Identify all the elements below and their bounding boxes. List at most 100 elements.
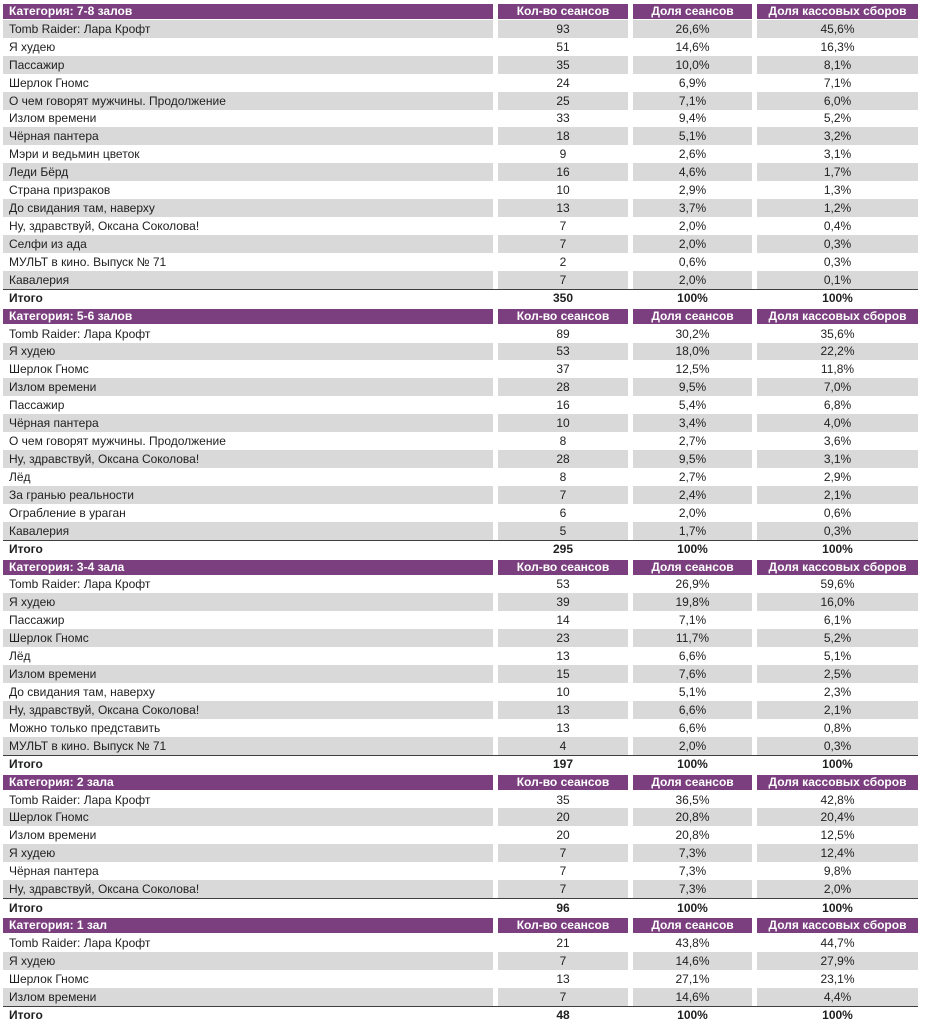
boxoffice-share: 100% bbox=[752, 1006, 918, 1024]
sessions-count: 13 bbox=[493, 969, 628, 988]
sessions-count: 197 bbox=[493, 755, 628, 773]
category-table: Категория: 7-8 залов Кол-во сеансов Доля… bbox=[3, 2, 918, 307]
sessions-share: 10,0% bbox=[628, 55, 752, 74]
table-header-row: Категория: 1 зал Кол-во сеансов Доля сеа… bbox=[3, 916, 918, 934]
sessions-count: 53 bbox=[493, 342, 628, 361]
column-header-boxoffice-share: Доля кассовых сборов bbox=[752, 918, 918, 933]
sessions-share: 3,7% bbox=[628, 199, 752, 218]
sessions-count: 6 bbox=[493, 503, 628, 522]
sessions-share: 27,1% bbox=[628, 969, 752, 988]
film-title: Излом времени bbox=[9, 667, 97, 682]
boxoffice-share: 2,0% bbox=[752, 880, 918, 899]
table-row: Леди Бёрд 16 4,6% 1,7% bbox=[3, 163, 918, 182]
table-header-row: Категория: 7-8 залов Кол-во сеансов Доля… bbox=[3, 2, 918, 20]
sessions-share: 5,4% bbox=[628, 396, 752, 415]
table-row: О чем говорят мужчины. Продолжение 25 7,… bbox=[3, 91, 918, 110]
table-row: Шерлок Гномс 13 27,1% 23,1% bbox=[3, 969, 918, 988]
table-row: О чем говорят мужчины. Продолжение 8 2,7… bbox=[3, 432, 918, 451]
table-row: Пассажир 35 10,0% 8,1% bbox=[3, 55, 918, 74]
film-title: Ограбление в ураган bbox=[9, 505, 126, 520]
boxoffice-share: 3,1% bbox=[752, 145, 918, 164]
sessions-count: 13 bbox=[493, 718, 628, 737]
film-title: Я худею bbox=[9, 39, 56, 54]
total-row: Итого 295 100% 100% bbox=[3, 539, 918, 558]
table-row: Кавалерия 7 2,0% 0,1% bbox=[3, 270, 918, 289]
film-title: Tomb Raider: Лара Крофт bbox=[9, 577, 151, 592]
total-row: Итого 197 100% 100% bbox=[3, 754, 918, 773]
boxoffice-share: 6,0% bbox=[752, 91, 918, 110]
boxoffice-share: 5,2% bbox=[752, 109, 918, 128]
film-title: Чёрная пантера bbox=[9, 129, 99, 144]
film-title: Ну, здравствуй, Оксана Соколова! bbox=[9, 702, 200, 717]
total-row: Итого 96 100% 100% bbox=[3, 898, 918, 917]
sessions-count: 28 bbox=[493, 378, 628, 397]
sessions-share: 2,0% bbox=[628, 217, 752, 235]
sessions-share: 26,9% bbox=[628, 575, 752, 594]
sessions-share: 7,1% bbox=[628, 611, 752, 630]
film-title: Tomb Raider: Лара Крофт bbox=[9, 21, 151, 36]
sessions-share: 14,6% bbox=[628, 37, 752, 56]
boxoffice-share: 16,3% bbox=[752, 37, 918, 56]
category-table: Категория: 2 зала Кол-во сеансов Доля се… bbox=[3, 772, 918, 917]
film-title: Леди Бёрд bbox=[9, 165, 69, 180]
category-table: Категория: 1 зал Кол-во сеансов Доля сеа… bbox=[3, 916, 918, 1024]
category-title: Категория: 5-6 залов bbox=[9, 309, 133, 324]
column-header-sessions-count: Кол-во сеансов bbox=[493, 4, 628, 19]
sessions-share: 7,3% bbox=[628, 844, 752, 863]
sessions-share: 5,1% bbox=[628, 127, 752, 146]
sessions-count: 28 bbox=[493, 450, 628, 468]
table-row: Можно только представить 13 6,6% 0,8% bbox=[3, 718, 918, 737]
total-label: Итого bbox=[9, 291, 43, 306]
total-label: Итого bbox=[9, 1008, 43, 1023]
film-title: Кавалерия bbox=[9, 272, 70, 287]
sessions-count: 350 bbox=[493, 289, 628, 307]
sessions-share: 11,7% bbox=[628, 629, 752, 648]
film-title: Ну, здравствуй, Оксана Соколова! bbox=[9, 452, 200, 466]
film-title: Мэри и ведьмин цветок bbox=[9, 147, 140, 162]
film-title: Шерлок Гномс bbox=[9, 971, 89, 986]
total-row: Итого 350 100% 100% bbox=[3, 288, 918, 307]
film-title: За гранью реальности bbox=[9, 487, 134, 502]
sessions-share: 14,6% bbox=[628, 951, 752, 970]
film-title: МУЛЬТ в кино. Выпуск № 71 bbox=[9, 254, 167, 269]
sessions-share: 0,6% bbox=[628, 252, 752, 271]
boxoffice-share: 100% bbox=[752, 755, 918, 773]
sessions-count: 35 bbox=[493, 55, 628, 74]
sessions-share: 18,0% bbox=[628, 342, 752, 361]
boxoffice-share: 45,6% bbox=[752, 19, 918, 38]
column-header-sessions-count: Кол-во сеансов bbox=[493, 918, 628, 933]
film-title: О чем говорят мужчины. Продолжение bbox=[9, 434, 226, 449]
boxoffice-share: 12,5% bbox=[752, 826, 918, 845]
film-title: Селфи из ада bbox=[9, 236, 87, 251]
table-row: Tomb Raider: Лара Крофт 53 26,9% 59,6% bbox=[3, 575, 918, 594]
table-row: Чёрная пантера 7 7,3% 9,8% bbox=[3, 862, 918, 881]
sessions-count: 16 bbox=[493, 163, 628, 182]
boxoffice-share: 23,1% bbox=[752, 969, 918, 988]
category-title: Категория: 1 зал bbox=[9, 918, 108, 933]
sessions-count: 25 bbox=[493, 91, 628, 110]
film-title: Шерлок Гномс bbox=[9, 631, 89, 646]
sessions-share: 2,4% bbox=[628, 485, 752, 504]
boxoffice-share: 0,3% bbox=[752, 736, 918, 755]
sessions-count: 7 bbox=[493, 880, 628, 899]
sessions-share: 43,8% bbox=[628, 933, 752, 952]
category-title: Категория: 2 зала bbox=[9, 775, 114, 790]
sessions-share: 14,6% bbox=[628, 987, 752, 1006]
boxoffice-share: 7,0% bbox=[752, 378, 918, 397]
boxoffice-share: 6,8% bbox=[752, 396, 918, 415]
film-title: О чем говорят мужчины. Продолжение bbox=[9, 93, 226, 108]
sessions-count: 96 bbox=[493, 899, 628, 917]
sessions-share: 9,5% bbox=[628, 450, 752, 468]
sessions-share: 7,3% bbox=[628, 862, 752, 881]
table-row: Я худею 7 14,6% 27,9% bbox=[3, 951, 918, 970]
film-title: МУЛЬТ в кино. Выпуск № 71 bbox=[9, 738, 167, 753]
sessions-share: 5,1% bbox=[628, 683, 752, 701]
sessions-share: 7,6% bbox=[628, 665, 752, 684]
boxoffice-share: 2,9% bbox=[752, 467, 918, 486]
column-header-sessions-count: Кол-во сеансов bbox=[493, 774, 628, 790]
sessions-share: 6,6% bbox=[628, 700, 752, 719]
film-title: Я худею bbox=[9, 846, 56, 861]
boxoffice-share: 2,3% bbox=[752, 683, 918, 701]
sessions-count: 13 bbox=[493, 700, 628, 719]
table-row: Tomb Raider: Лара Крофт 93 26,6% 45,6% bbox=[3, 19, 918, 38]
